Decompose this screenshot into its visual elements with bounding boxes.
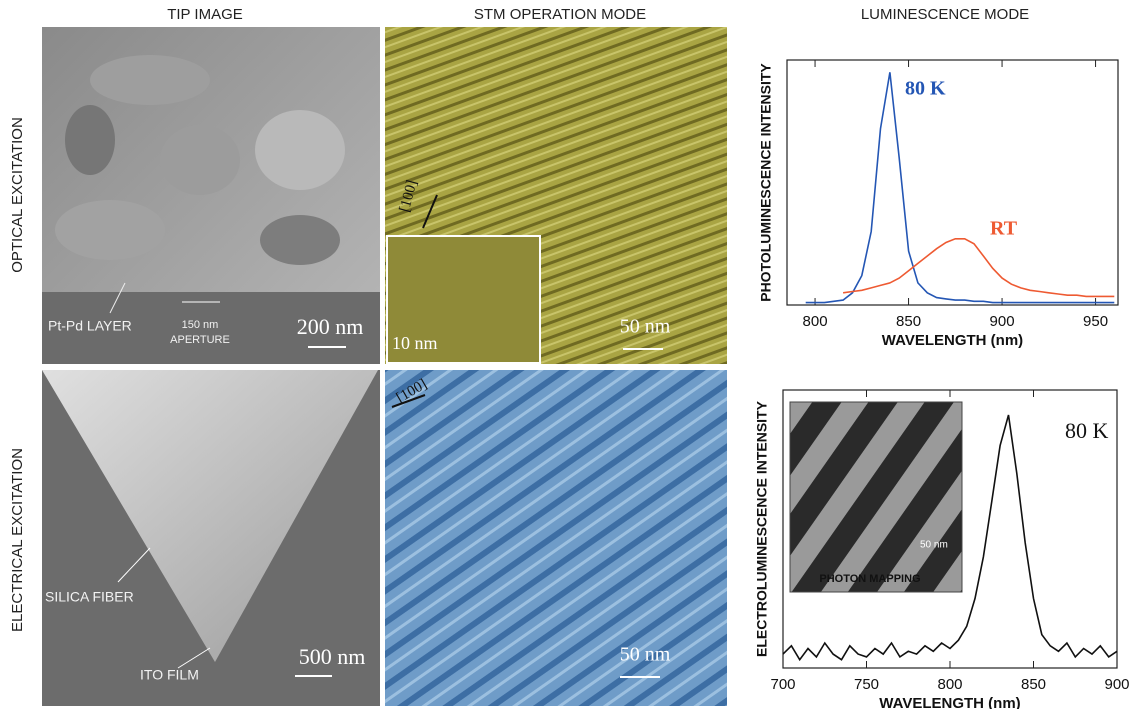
- y-axis-label: ELECTROLUMINESCENCE INTENSITY: [754, 400, 770, 657]
- charts: 800 850 900 950 WAVELENGTH (nm) PHOTOLUMINESC…: [754, 60, 1130, 709]
- x-tick-label: 850: [896, 313, 921, 330]
- chart: 800 850 900 950 WAVELENGTH (nm) PHOTOLUMINESC…: [758, 60, 1118, 349]
- scale-label: 10 nm: [392, 333, 438, 353]
- column-header: STM OPERATION MODE: [474, 6, 646, 23]
- x-tick-label: 750: [854, 676, 879, 693]
- x-axis-label: WAVELENGTH (nm): [882, 332, 1023, 349]
- column-header: TIP IMAGE: [167, 6, 243, 23]
- scale-label: 500 nm: [299, 644, 366, 669]
- x-tick-label: 700: [770, 676, 795, 693]
- series-label: RT: [990, 218, 1018, 240]
- label: SILICA FIBER: [45, 589, 134, 605]
- series-label: 80 K: [1065, 418, 1109, 443]
- x-tick-label: 800: [937, 676, 962, 693]
- y-axis-label: PHOTOLUMINESCENCE INTENSITY: [758, 63, 774, 302]
- chart: 50 nm PHOTON MAPPING 700 750 800 850 900 WAVELE…: [754, 390, 1130, 709]
- series-label: 80 K: [905, 78, 946, 100]
- inset-scale: 50 nm: [920, 540, 948, 551]
- tip-optical-image: Pt-Pd LAYER 150 nm APERTURE 200 nm: [42, 27, 380, 364]
- label: APERTURE: [170, 334, 230, 346]
- row-header: ELECTRICAL EXCITATION: [9, 448, 26, 632]
- x-tick-label: 900: [1104, 676, 1129, 693]
- stm-electrical-image: [100] 50 nm: [385, 370, 727, 706]
- x-axis-label: WAVELENGTH (nm): [879, 695, 1020, 709]
- x-tick-label: 850: [1021, 676, 1046, 693]
- scale-label: 50 nm: [620, 316, 671, 338]
- tip-electrical-image: SILICA FIBER ITO FILM 500 nm: [42, 370, 380, 706]
- x-tick-label: 900: [990, 313, 1015, 330]
- inset-caption: PHOTON MAPPING: [819, 573, 920, 585]
- scale-label: 50 nm: [620, 644, 671, 666]
- x-tick-label: 950: [1083, 313, 1108, 330]
- label: 150 nm: [182, 319, 219, 331]
- column-header: LUMINESCENCE MODE: [861, 6, 1029, 23]
- scale-label: 200 nm: [297, 314, 364, 339]
- plot-area: [787, 60, 1118, 305]
- x-tick-label: 800: [803, 313, 828, 330]
- label: Pt-Pd LAYER: [48, 318, 132, 334]
- label: ITO FILM: [140, 667, 199, 683]
- stm-optical-image: [100] 10 nm 50 nm: [385, 27, 727, 364]
- row-header: OPTICAL EXCITATION: [9, 117, 26, 273]
- inset-image: [790, 402, 962, 592]
- figure: TIP IMAGE STM OPERATION MODE LUMINESCENC…: [0, 0, 1134, 709]
